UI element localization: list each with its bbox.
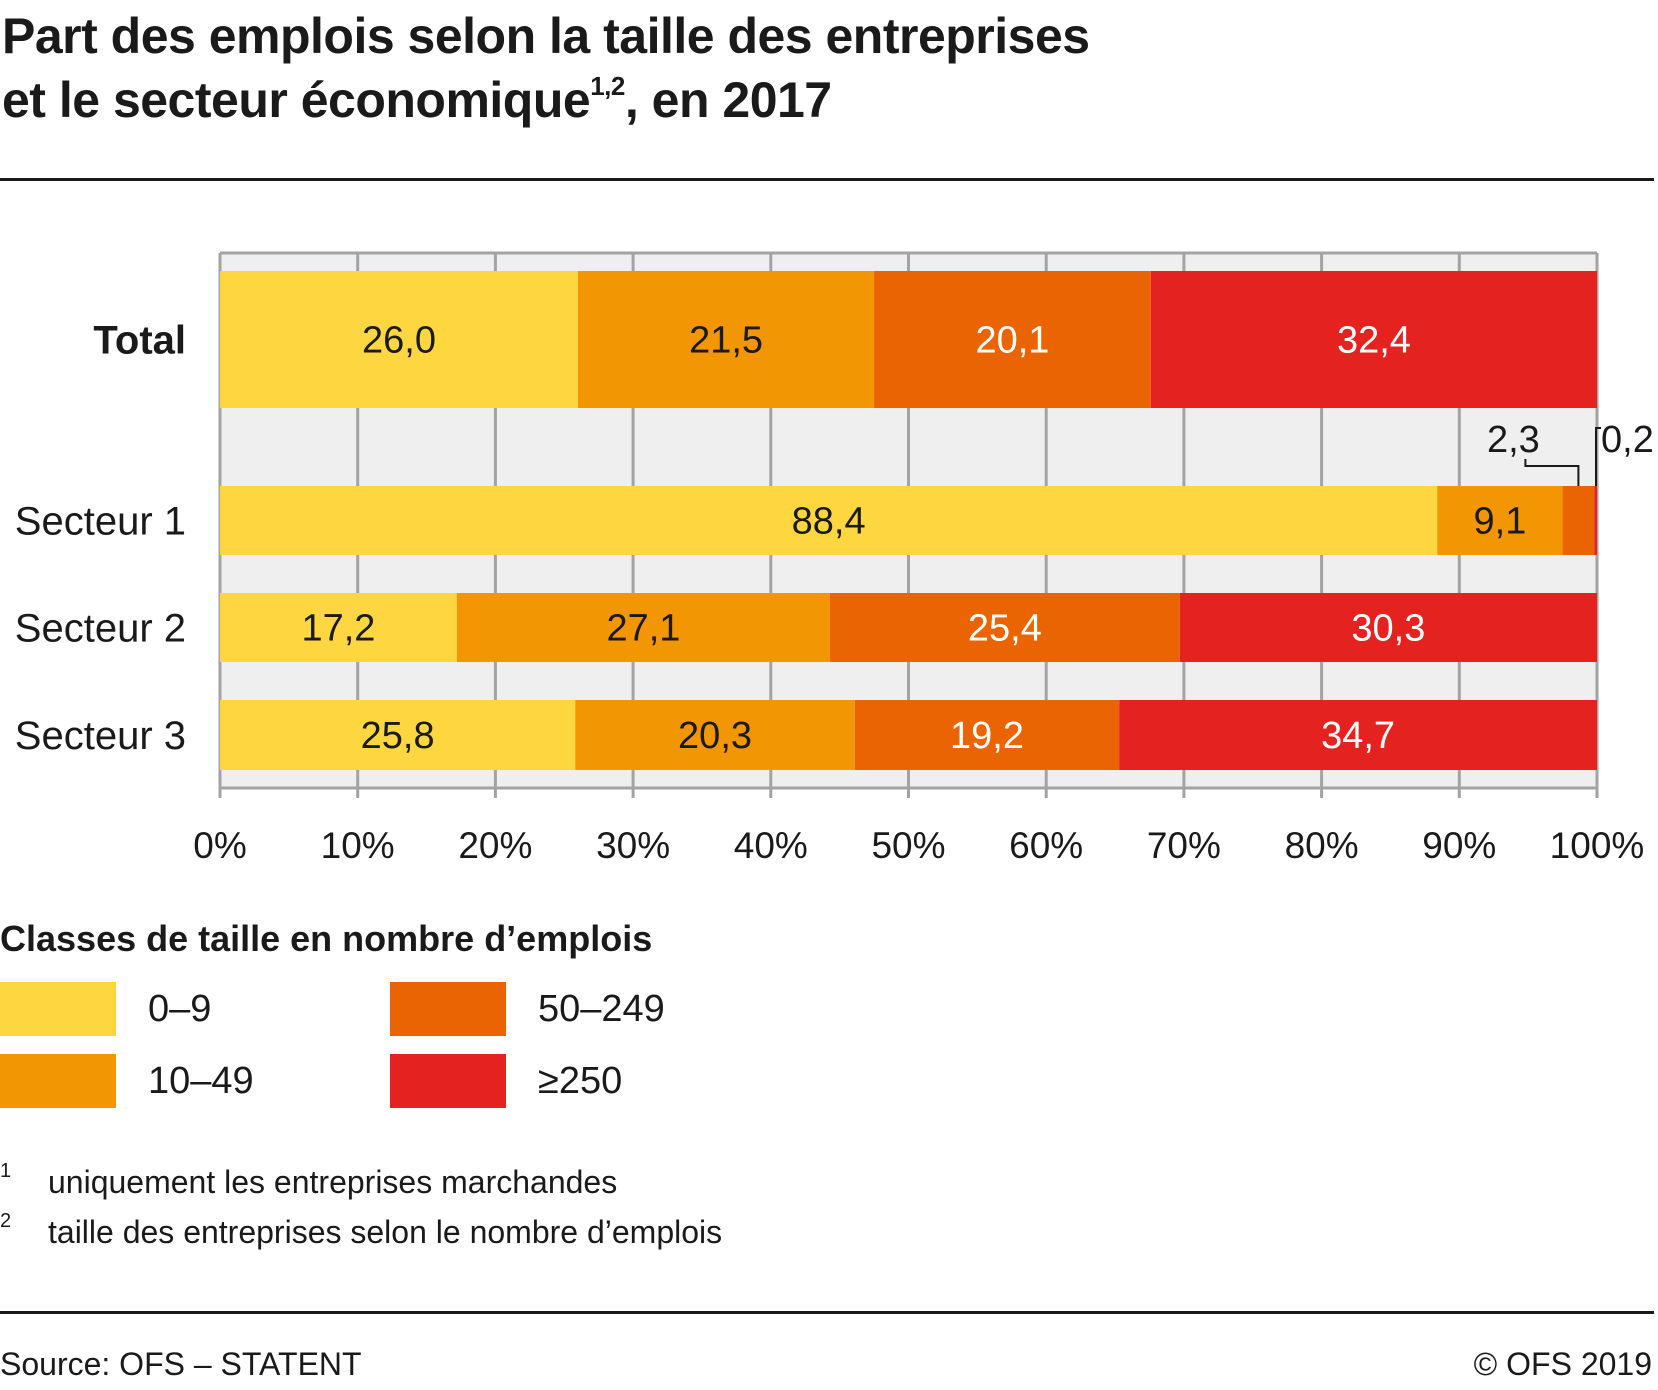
- legend-item: 50–249: [390, 982, 665, 1036]
- bar-segment: [854, 700, 1120, 770]
- x-tick-label: 30%: [596, 825, 670, 866]
- x-tick-label: 60%: [1009, 825, 1083, 866]
- footnote-number: 2: [0, 1210, 12, 1232]
- footnote: 1 uniquement les entreprises marchandes: [0, 1160, 618, 1201]
- data-label: 32,4: [1337, 320, 1411, 362]
- bottom-rule: [0, 1311, 1654, 1314]
- data-label: 25,8: [361, 715, 435, 757]
- bar-segment: [1119, 700, 1597, 770]
- bar-segment: [1594, 486, 1597, 555]
- bar-segment: [220, 700, 576, 770]
- legend-item: ≥250: [390, 1054, 622, 1108]
- bar-segment: [575, 700, 855, 770]
- x-tick-label: 50%: [871, 825, 945, 866]
- bar-segment: [1150, 271, 1597, 408]
- data-label: 9,1: [1474, 501, 1527, 543]
- title-line-2-end: , en 2017: [624, 72, 832, 128]
- bar-segment: [1437, 486, 1563, 555]
- callout-label: 0,2: [1601, 419, 1654, 461]
- footnote-reference: 1,2: [590, 71, 625, 101]
- legend-title: Classes de taille en nombre d’emplois: [0, 918, 653, 959]
- data-label: 20,1: [975, 320, 1049, 362]
- callout-line: [1524, 459, 1580, 486]
- top-rule: [0, 178, 1654, 181]
- chart-title: Part des emplois selon la taille des ent…: [2, 4, 1090, 132]
- data-label: 20,3: [678, 715, 752, 757]
- footnote-number: 1: [0, 1160, 12, 1182]
- stacked-bar-chart: 26,0 21,5 20,1 32,4 88,4 9,1 17,2 27,1 25,4 30,3 2…: [15, 251, 1654, 866]
- legend-item: 10–49: [0, 1054, 254, 1108]
- bar-segment: [578, 271, 875, 408]
- source-text: Source: OFS – STATENT: [0, 1346, 362, 1382]
- legend-swatch: [390, 982, 506, 1036]
- bar-segment: [220, 593, 457, 662]
- bar-segment: [830, 593, 1180, 662]
- legend-swatch: [0, 982, 116, 1036]
- bar-segment: [1562, 486, 1595, 555]
- bar-segment: [874, 271, 1151, 408]
- callout-line: [1595, 427, 1601, 486]
- category-label: Secteur 1: [15, 500, 186, 544]
- data-label: 17,2: [301, 608, 375, 650]
- data-label: 21,5: [689, 320, 763, 362]
- category-label: Secteur 2: [15, 607, 186, 651]
- title-line-2-main: et le secteur économique: [2, 72, 591, 128]
- data-label: 34,7: [1321, 715, 1395, 757]
- x-tick-label: 80%: [1285, 825, 1359, 866]
- x-tick-label: 10%: [321, 825, 395, 866]
- bar-segment: [1179, 593, 1597, 662]
- bar-segment: [220, 486, 1438, 555]
- title-line-2: et le secteur économique1,2, en 2017: [2, 68, 1090, 132]
- legend-swatch: [0, 1054, 116, 1108]
- legend-label: ≥250: [538, 1059, 623, 1102]
- legend-swatch: [390, 1054, 506, 1108]
- category-label: Total: [93, 319, 186, 363]
- x-tick-label: 90%: [1422, 825, 1496, 866]
- data-label: 19,2: [950, 715, 1024, 757]
- legend-label: 0–9: [148, 987, 212, 1030]
- footnote-text: taille des entreprises selon le nombre d…: [48, 1214, 723, 1250]
- bar-segment: [220, 271, 579, 408]
- footnote: 2 taille des entreprises selon le nombre …: [0, 1210, 723, 1251]
- x-tick-label: 40%: [734, 825, 808, 866]
- data-label: 30,3: [1351, 608, 1425, 650]
- category-label: Secteur 3: [15, 714, 186, 758]
- legend-item: 0–9: [0, 982, 211, 1036]
- footnote-text: uniquement les entreprises marchandes: [48, 1164, 618, 1200]
- bar-segment: [456, 593, 831, 662]
- data-label: 27,1: [606, 608, 680, 650]
- legend-label: 10–49: [148, 1059, 254, 1102]
- data-label: 26,0: [362, 320, 436, 362]
- x-tick-label: 70%: [1147, 825, 1221, 866]
- data-label: 88,4: [792, 501, 866, 543]
- callout-label: 2,3: [1487, 419, 1540, 461]
- data-label: 25,4: [968, 608, 1042, 650]
- title-line-1: Part des emplois selon la taille des ent…: [2, 8, 1090, 64]
- legend-label: 50–249: [538, 987, 665, 1030]
- copyright-text: © OFS 2019: [1473, 1346, 1652, 1382]
- x-tick-label: 0%: [193, 825, 246, 866]
- x-tick-label: 100%: [1550, 825, 1645, 866]
- x-tick-label: 20%: [458, 825, 532, 866]
